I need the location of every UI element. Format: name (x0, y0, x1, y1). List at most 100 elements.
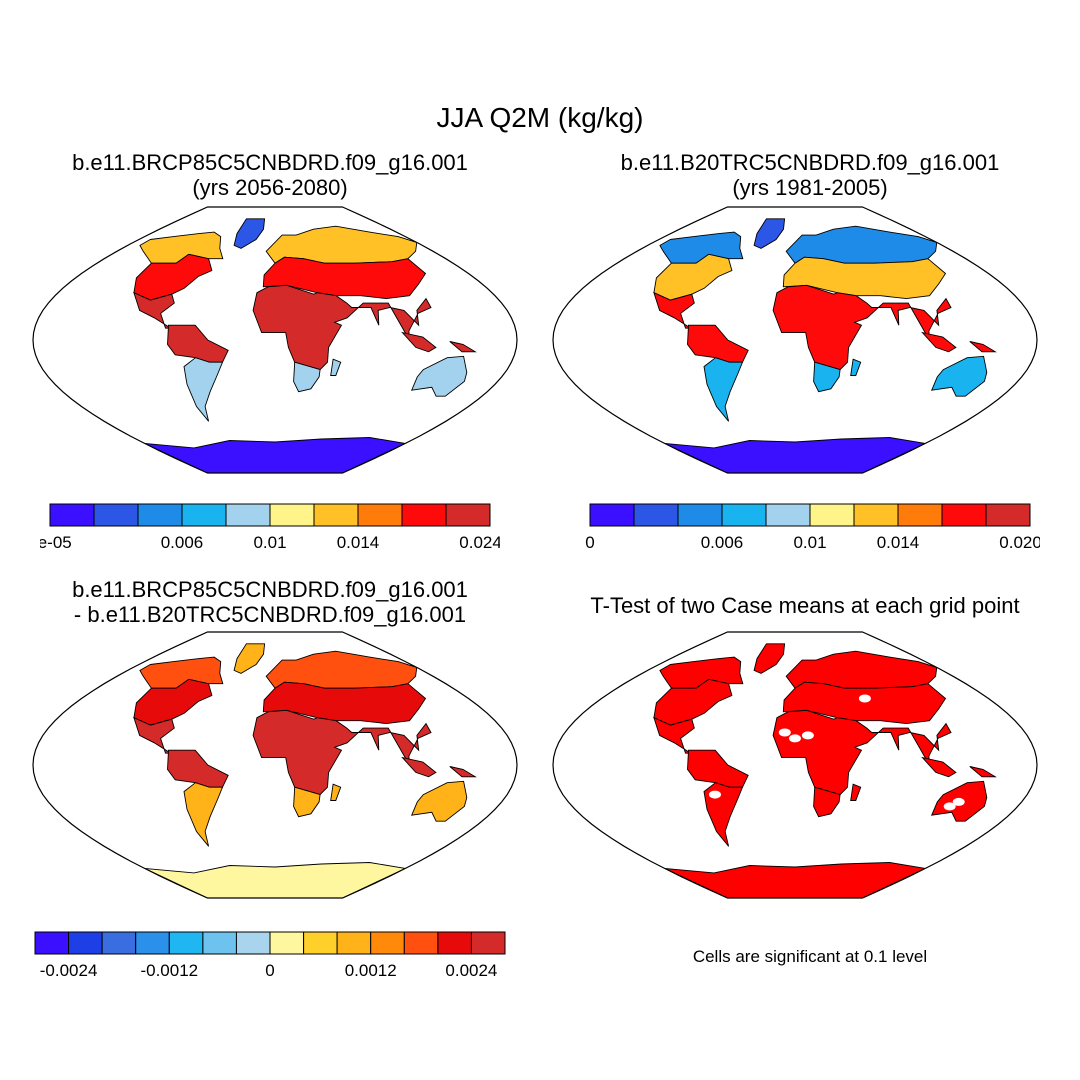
land-tropic (653, 291, 695, 329)
colorbar-case2-swatch (633, 503, 679, 527)
land-antarctic (144, 862, 407, 898)
insignificant-cell (801, 731, 814, 740)
colorbar-case2-swatch (897, 503, 943, 527)
land-tropic (133, 716, 175, 754)
colorbar-case2: 0 0.006 0.01 0.014 0.02073 (585, 503, 1040, 552)
land-tropic (921, 756, 957, 778)
land-tropic (252, 709, 432, 796)
land-tropic (969, 341, 997, 353)
colorbar-case1-tick-label: 0.006 (161, 533, 204, 552)
colorbar-case2-swatch (677, 503, 723, 527)
map-outline (32, 206, 518, 474)
colorbar-case1-swatch (49, 503, 95, 527)
map-case1 (32, 206, 518, 474)
colorbar-case2-tick-label: 0 (585, 533, 594, 552)
land-mid (653, 678, 733, 726)
colorbar-case1-swatch (93, 503, 139, 527)
insignificant-cell (789, 734, 801, 743)
land-south (183, 782, 224, 847)
colorbar-difference-tick-label: 0.0012 (345, 961, 397, 980)
land-antarctic (664, 437, 927, 473)
land-south (330, 358, 342, 376)
colorbar-case1-swatch (181, 503, 227, 527)
colorbar-difference-swatch (437, 931, 472, 955)
land-greenland (753, 218, 786, 249)
land-south (850, 358, 862, 376)
land-south (410, 355, 468, 397)
land-south (850, 783, 862, 801)
land-tropic (969, 766, 997, 778)
insignificant-cell (858, 694, 871, 703)
land-south (183, 357, 224, 422)
colorbar-difference-swatch (336, 931, 372, 955)
panel-title-difference-line2: - b.e11.B20TRC5CNBDRD.f09_g16.001 (73, 602, 467, 628)
land-south (410, 780, 468, 822)
colorbar-difference-swatch (101, 931, 137, 955)
colorbar-difference-swatch (303, 931, 338, 955)
land-south (703, 357, 744, 422)
colorbar-case1-swatch (225, 503, 271, 527)
land-south (703, 782, 744, 847)
colorbar-case2-swatch (853, 503, 899, 527)
map-outline (552, 206, 1038, 474)
panel-title-difference-line1: b.e11.BRCP85C5CNBDRD.f09_g16.001 (72, 577, 468, 602)
colorbar-difference-swatch (168, 931, 204, 955)
land-tropic (449, 341, 477, 353)
panel-title-ttest: T-Test of two Case means at each grid po… (545, 593, 1065, 618)
colorbar-difference-tick-label: 0 (265, 961, 274, 980)
map-difference (32, 631, 518, 899)
panel-title-case2-line1: b.e11.B20TRC5CNBDRD.f09_g16.001 (620, 150, 1000, 175)
land-south (293, 361, 321, 393)
panel-title-case1-line1: b.e11.BRCP85C5CNBDRD.f09_g16.001 (72, 150, 468, 175)
land-mid (653, 253, 733, 301)
land-south (813, 786, 841, 818)
land-tropic (653, 716, 695, 754)
colorbar-difference-swatch (202, 931, 237, 955)
colorbar-case1: 1e-05 0.006 0.01 0.014 0.02403 (40, 503, 500, 552)
land-tropic (401, 331, 437, 353)
land-south (813, 361, 841, 393)
colorbar-case2-swatch (721, 503, 767, 527)
insignificant-cell (709, 790, 721, 799)
colorbar-difference-swatch (135, 931, 170, 955)
colorbar-case1-swatch (357, 503, 403, 527)
colorbar-case1-tick-label: 0.014 (337, 533, 380, 552)
land-greenland (753, 643, 786, 674)
land-greenland (233, 218, 266, 249)
colorbar-case1-swatch (269, 503, 315, 527)
panel-title-difference: b.e11.BRCP85C5CNBDRD.f09_g16.001 - b.e11… (20, 577, 520, 628)
main-title: JJA Q2M (kg/kg) (436, 102, 644, 133)
colorbar-case1-swatch (445, 503, 491, 527)
land-north (139, 231, 224, 264)
colorbar-difference-tick-label: 0.0024 (445, 961, 497, 980)
colorbar-difference-swatch (269, 931, 305, 955)
land-tropic (252, 284, 432, 371)
land-tropic (449, 766, 477, 778)
insignificant-cell (943, 802, 956, 811)
colorbar-case1-tick-label: 1e-05 (40, 533, 72, 552)
colorbar-case2-swatch (985, 503, 1031, 527)
panel-title-case1-line2: (yrs 2056-2080) (192, 175, 348, 201)
colorbar-difference-swatch (370, 931, 405, 955)
land-north (659, 231, 744, 264)
land-mid (133, 678, 213, 726)
land-tropic (921, 331, 957, 353)
land-mid (133, 253, 213, 301)
colorbar-case2-swatch (809, 503, 855, 527)
insignificant-cell (778, 728, 791, 737)
land-tropic (401, 756, 437, 778)
colorbar-difference-tick-label: -0.0012 (140, 961, 198, 980)
colorbar-case2-tick-label: 0.01 (793, 533, 826, 552)
colorbar-difference-swatch (403, 931, 439, 955)
land-greenland (233, 643, 266, 674)
land-south (930, 355, 988, 397)
colorbar-difference: -0.0024 -0.0012 0 0.0012 0.0024 (34, 931, 506, 980)
colorbar-case2-tick-label: 0.014 (877, 533, 920, 552)
colorbar-case1-swatch (137, 503, 183, 527)
land-north (659, 656, 744, 689)
land-north (139, 656, 224, 689)
colorbar-case1-swatch (313, 503, 359, 527)
land-tropic (772, 709, 952, 796)
land-south (330, 783, 342, 801)
colorbar-case1-swatch (401, 503, 447, 527)
